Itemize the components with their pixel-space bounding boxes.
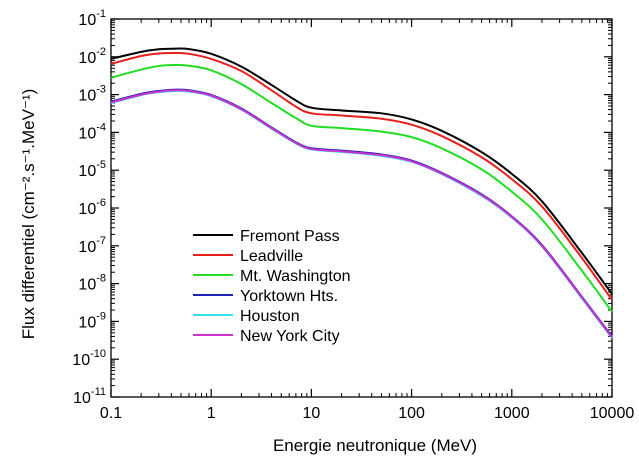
- series-lines: [110, 47, 613, 339]
- series-line-mt-washington: [110, 63, 613, 313]
- legend: Fremont Pass Leadville Mt. Washington Yorkt…: [193, 228, 351, 345]
- x-tick-label: 1000: [494, 405, 530, 422]
- y-tick-label: 10-2: [78, 46, 106, 67]
- y-tick-label: 10-6: [78, 197, 106, 218]
- y-tick-label: 10-3: [78, 84, 106, 105]
- x-tick-label: 10: [303, 405, 321, 422]
- y-tick-label: 10-4: [78, 121, 106, 142]
- x-tick-label: 1: [207, 405, 216, 422]
- x-tick-label: 0.1: [100, 405, 122, 422]
- y-tick-label: 10-1: [78, 8, 106, 29]
- legend-label: Yorktown Hts.: [240, 288, 338, 305]
- x-axis-label: Energie neutronique (MeV): [273, 436, 477, 455]
- y-tick-label: 10-11: [73, 386, 106, 407]
- y-tick-label: 10-8: [78, 273, 106, 294]
- series-line-fremont-pass: [110, 47, 613, 295]
- y-tick-label: 10-5: [78, 159, 106, 180]
- series-line-new-york-city: [110, 89, 613, 338]
- legend-label: New York City: [240, 328, 340, 345]
- legend-label: Fremont Pass: [240, 228, 340, 245]
- x-tick-label: 10000: [590, 405, 635, 422]
- legend-label: Houston: [240, 308, 300, 325]
- y-tick-label: 10-10: [72, 348, 106, 369]
- y-tick-label: 10-7: [78, 235, 106, 256]
- series-line-leadville: [110, 51, 613, 301]
- y-axis-label: Flux differentiel (cm⁻².s⁻¹.MeV⁻¹): [19, 89, 38, 339]
- y-tick-label: 10-9: [78, 310, 106, 331]
- x-tick-label: 100: [398, 405, 425, 422]
- plot-frame: [110, 18, 613, 398]
- legend-label: Leadville: [240, 248, 303, 265]
- legend-label: Mt. Washington: [240, 268, 351, 285]
